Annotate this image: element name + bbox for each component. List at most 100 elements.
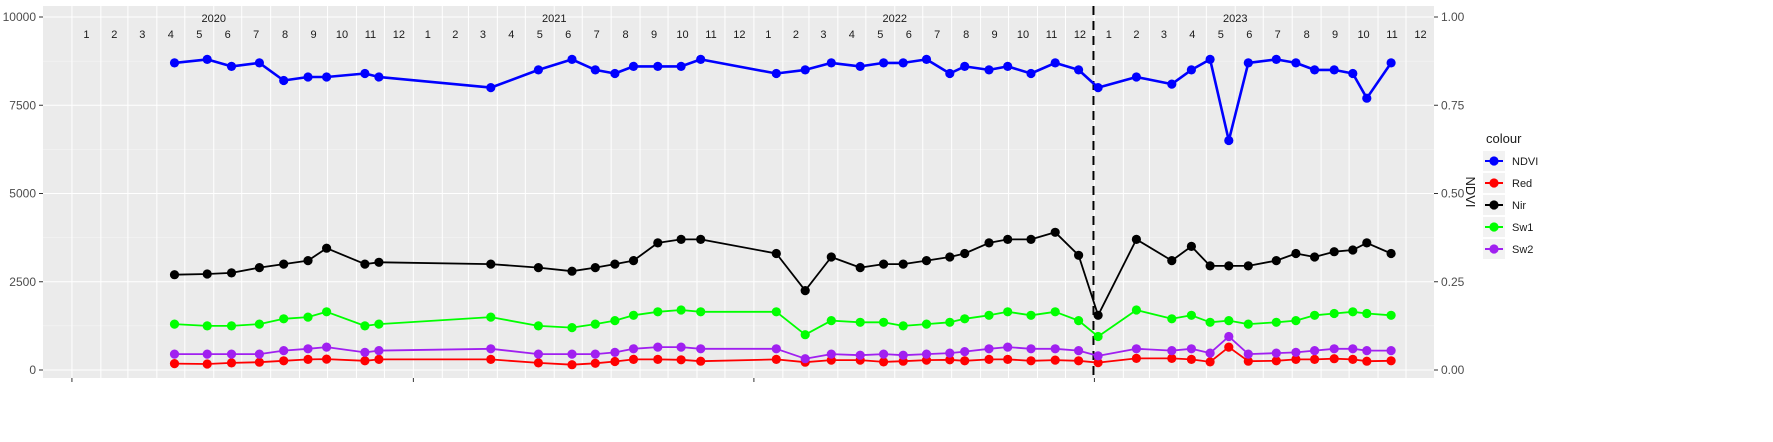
y-tick-label: 2500: [9, 275, 36, 289]
data-point: [960, 314, 970, 324]
data-point: [374, 346, 384, 356]
data-point: [826, 58, 836, 68]
data-point: [279, 346, 289, 356]
data-point: [1205, 54, 1215, 64]
data-point: [590, 319, 600, 329]
month-label: 5: [196, 29, 202, 41]
data-point: [226, 358, 237, 368]
data-point: [1026, 310, 1036, 320]
data-point: [1243, 261, 1253, 271]
data-point: [1243, 349, 1253, 359]
year-label: 2021: [542, 13, 566, 25]
data-point: [360, 68, 370, 79]
data-point: [254, 319, 264, 329]
data-point: [676, 305, 686, 315]
month-label: 12: [393, 29, 405, 41]
data-point: [254, 349, 264, 359]
data-point: [1291, 347, 1301, 357]
y2-tick-label: 0.75: [1441, 98, 1465, 112]
data-point: [254, 357, 264, 367]
data-point: [771, 68, 781, 79]
data-point: [960, 61, 970, 71]
series-sw2: [169, 331, 1396, 364]
series-line: [174, 231, 1392, 317]
month-label: 1: [83, 29, 89, 41]
data-point: [1224, 261, 1234, 271]
data-point: [1224, 331, 1234, 342]
month-label: 7: [253, 29, 259, 41]
data-point: [826, 316, 836, 326]
y2-tick-label: 0.50: [1441, 187, 1465, 201]
data-point: [1003, 61, 1013, 71]
month-label: 3: [139, 29, 145, 41]
data-point: [1348, 307, 1358, 317]
series-line: [174, 346, 1392, 366]
data-point: [628, 256, 639, 266]
data-point: [486, 312, 496, 322]
data-point: [1224, 342, 1234, 352]
legend: colour NDVI Red Nir Sw1 Sw2: [1483, 131, 1538, 259]
month-label: 9: [1332, 29, 1338, 41]
data-point: [360, 321, 370, 331]
data-point: [1271, 54, 1281, 64]
data-point: [1362, 346, 1372, 356]
month-label: 11: [1046, 29, 1057, 41]
data-point: [1050, 344, 1060, 354]
data-point: [1050, 307, 1060, 317]
data-point: [800, 354, 810, 364]
data-point: [1205, 261, 1215, 271]
data-point: [1050, 227, 1060, 237]
data-point: [696, 307, 706, 317]
data-point: [879, 58, 889, 68]
data-point: [628, 310, 639, 320]
data-point: [322, 72, 332, 82]
month-label: 10: [676, 29, 688, 41]
data-point: [254, 263, 264, 273]
data-point: [1386, 310, 1396, 320]
data-point: [879, 349, 889, 359]
data-point: [800, 65, 810, 75]
data-point: [771, 344, 781, 354]
month-label: 6: [906, 29, 912, 41]
data-point: [696, 344, 706, 354]
data-point: [1243, 58, 1253, 68]
data-point: [374, 319, 384, 329]
data-point: [1329, 344, 1339, 354]
legend-key-point: [1489, 244, 1499, 254]
year-label: 2020: [201, 13, 225, 25]
data-point: [1026, 68, 1036, 79]
legend-key-point: [1489, 178, 1499, 188]
y-tick-label: 0: [29, 363, 36, 377]
data-point: [1362, 238, 1372, 248]
data-point: [771, 307, 781, 317]
data-point: [676, 61, 686, 71]
month-label: 2: [452, 29, 458, 41]
data-point: [1310, 354, 1320, 364]
data-point: [610, 347, 620, 357]
data-point: [486, 344, 496, 354]
month-label: 12: [733, 29, 745, 41]
year-label: 2022: [883, 13, 907, 25]
data-point: [374, 257, 384, 267]
data-point: [1131, 344, 1141, 354]
data-point: [169, 58, 180, 68]
data-point: [945, 317, 955, 327]
data-point: [1205, 317, 1215, 327]
plot-panel: [43, 6, 1434, 378]
month-label: 1: [765, 29, 771, 41]
data-point: [1167, 314, 1177, 324]
data-point: [653, 61, 663, 71]
data-point: [898, 259, 908, 269]
data-point: [279, 259, 289, 269]
data-point: [1026, 344, 1036, 354]
data-point: [1386, 248, 1396, 259]
data-point: [1205, 348, 1215, 358]
month-label: 4: [849, 29, 855, 41]
data-point: [984, 65, 994, 75]
month-labels: 1 2 3 4 5 6 7 8 9 10 11 12 1 2 3 4 5 6 7 8 9 10 11 12 1 2 3 4 5 6 7 8 9 1…: [83, 29, 1426, 41]
legend-item-label: Red: [1512, 178, 1532, 190]
data-point: [303, 312, 313, 322]
data-point: [879, 317, 889, 327]
y-tick-label: 7500: [9, 98, 36, 112]
